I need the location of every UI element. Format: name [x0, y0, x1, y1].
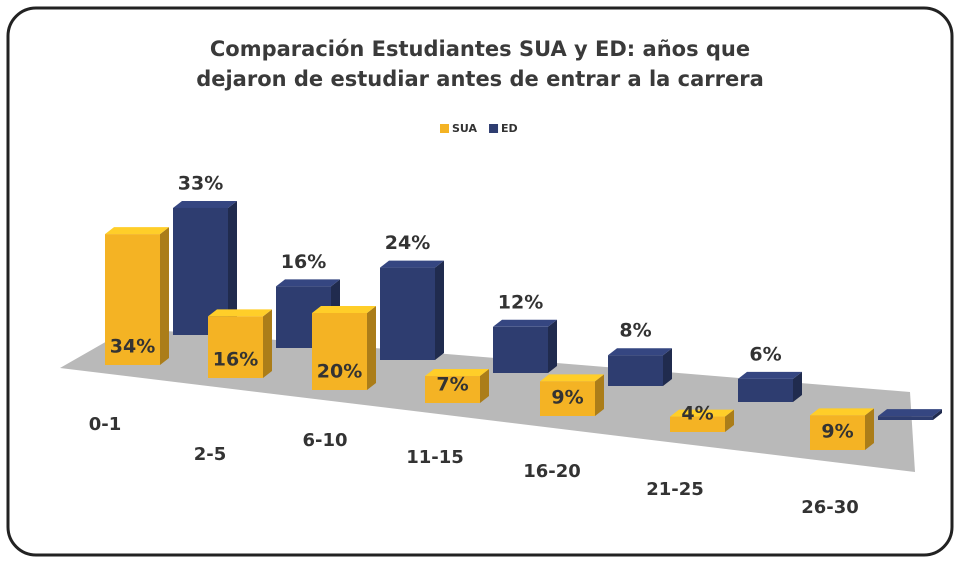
bar: [105, 227, 169, 365]
bar-face: [105, 227, 169, 235]
bar-face: [208, 309, 272, 317]
bar: [493, 319, 557, 373]
value-label: 6%: [749, 343, 781, 365]
bar: [173, 200, 237, 335]
bar: [608, 348, 672, 386]
bar: [670, 409, 734, 432]
value-label: 34%: [110, 336, 155, 358]
x-tick-label: 6-10: [302, 430, 347, 451]
bar-face: [810, 415, 865, 450]
bar: [540, 374, 604, 416]
bar: [312, 306, 376, 390]
bar-face: [663, 348, 672, 386]
x-tick-label: 21-25: [646, 479, 704, 500]
bar-face: [595, 374, 604, 416]
bar-face: [933, 409, 942, 420]
bar: [425, 369, 489, 403]
bar-face: [276, 279, 340, 287]
bar: [380, 260, 444, 360]
bar: [878, 409, 942, 420]
bar-face: [738, 371, 802, 379]
bar-face: [312, 306, 376, 313]
x-tick-label: 11-15: [406, 447, 464, 468]
legend-label: SUA: [452, 122, 478, 135]
bar-face: [608, 355, 663, 386]
value-label: 9%: [821, 421, 853, 443]
bar-face: [493, 326, 548, 373]
bar: [208, 309, 272, 378]
value-label: 9%: [551, 387, 583, 409]
value-label: 24%: [385, 232, 430, 254]
x-tick-label: 16-20: [523, 461, 581, 482]
legend-swatch: [489, 124, 499, 133]
bar-face: [425, 376, 480, 403]
value-label: 4%: [681, 403, 713, 425]
floor: [60, 328, 915, 472]
bar-face: [670, 409, 734, 417]
bar-face: [548, 319, 557, 373]
value-label: 12%: [498, 291, 543, 313]
bar-face: [810, 408, 874, 416]
bar-face: [263, 309, 272, 378]
bar-face: [793, 371, 802, 402]
bar-face: [380, 260, 444, 268]
bar: [738, 371, 802, 402]
bar-face: [435, 260, 444, 360]
value-label: 20%: [317, 361, 362, 383]
bar-face: [228, 200, 237, 335]
bar-face: [425, 369, 489, 377]
value-label: 33%: [178, 172, 223, 194]
bar-face: [105, 234, 160, 365]
bar-face: [608, 348, 672, 356]
bar-face: [208, 316, 263, 378]
bar-face: [725, 409, 734, 432]
value-label: 16%: [281, 251, 326, 273]
x-tick-label: 2-5: [194, 444, 227, 465]
bar-face: [670, 416, 725, 432]
x-tick-label: 26-30: [801, 497, 859, 518]
legend-swatch: [440, 124, 449, 133]
bar-face: [540, 374, 604, 382]
bar-face: [493, 319, 557, 327]
value-label: 16%: [213, 349, 258, 371]
value-label: 8%: [619, 320, 651, 342]
bar-face: [878, 416, 933, 420]
bar-face: [173, 200, 237, 208]
bar-face: [738, 378, 793, 402]
bar-face: [380, 267, 435, 360]
bar: [810, 408, 874, 450]
bar-face: [540, 381, 595, 416]
legend-label: ED: [501, 122, 518, 135]
bar-face: [865, 408, 874, 450]
chart-title: Comparación Estudiantes SUA y ED: años q…: [196, 37, 764, 91]
value-label: 7%: [436, 374, 468, 396]
bar-face: [367, 306, 376, 390]
bar-face: [312, 313, 367, 390]
bar-face: [160, 227, 169, 365]
bar-face: [878, 409, 942, 417]
bar-face: [480, 369, 489, 403]
x-tick-label: 0-1: [89, 414, 122, 435]
